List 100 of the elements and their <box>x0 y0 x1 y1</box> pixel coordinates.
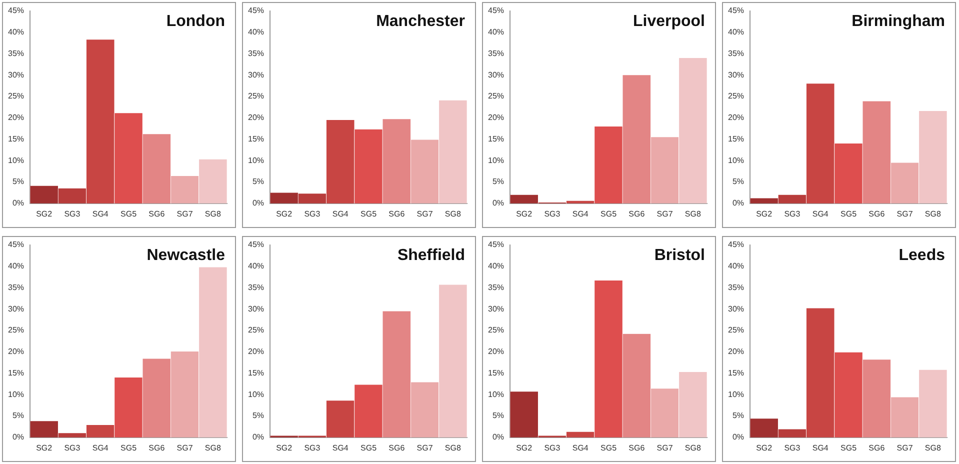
y-tick-label: 15% <box>488 368 504 378</box>
y-tick-label: 30% <box>728 70 744 80</box>
x-tick-label: SG6 <box>148 209 166 218</box>
y-tick-label: 35% <box>728 48 744 58</box>
y-tick-label: 45% <box>728 6 744 16</box>
y-tick-label: 40% <box>248 28 264 37</box>
x-tick-label: SG3 <box>304 443 321 452</box>
y-tick-label: 5% <box>492 411 504 420</box>
y-tick-label: 15% <box>488 134 504 144</box>
y-tick-label: 35% <box>488 48 504 58</box>
x-tick-label: SG7 <box>656 443 674 452</box>
x-tick-label: SG2 <box>756 209 773 218</box>
y-tick-label: 10% <box>8 156 24 165</box>
y-tick-label: 5% <box>12 177 24 186</box>
y-tick-label: 20% <box>8 347 24 356</box>
y-tick-label: 35% <box>248 282 264 292</box>
x-tick-label: SG6 <box>628 443 646 452</box>
y-tick-label: 40% <box>728 262 744 271</box>
y-tick-label: 5% <box>732 411 744 420</box>
x-tick-label: SG2 <box>516 209 533 218</box>
y-tick-label: 20% <box>728 113 744 122</box>
y-tick-label: 25% <box>488 326 504 335</box>
x-tick-label: SG5 <box>600 443 618 452</box>
x-tick-label: SG4 <box>572 209 589 218</box>
x-tick-label: SG6 <box>388 443 406 452</box>
y-tick-label: 35% <box>248 48 264 58</box>
x-tick-label: SG7 <box>176 443 194 452</box>
y-tick-label: 45% <box>8 6 24 16</box>
chart-title: Birmingham <box>852 13 945 31</box>
x-tick-label: SG7 <box>416 209 434 218</box>
chart-title: Newcastle <box>146 247 225 265</box>
x-tick-label: SG5 <box>840 443 858 452</box>
x-tick-label: SG5 <box>120 443 138 452</box>
x-tick-label: SG7 <box>656 209 674 218</box>
y-tick-label: 40% <box>488 28 504 37</box>
y-tick-label: 0% <box>492 432 504 442</box>
y-tick-label: 35% <box>728 282 744 292</box>
x-tick-label: SG7 <box>176 209 194 218</box>
y-tick-label: 10% <box>488 390 504 399</box>
y-tick-label: 30% <box>488 70 504 80</box>
y-tick-label: 10% <box>8 390 24 399</box>
x-tick-label: SG2 <box>276 443 293 452</box>
y-tick-label: 15% <box>8 368 24 378</box>
x-tick-label: SG6 <box>868 443 886 452</box>
x-tick-label: SG4 <box>92 209 109 218</box>
chart-title: Bristol <box>654 247 705 265</box>
y-tick-label: 30% <box>8 70 24 80</box>
y-tick-label: 20% <box>728 347 744 356</box>
y-tick-label: 25% <box>248 326 264 335</box>
y-tick-label: 30% <box>248 70 264 80</box>
x-tick-label: SG3 <box>544 209 561 218</box>
y-tick-label: 25% <box>8 92 24 101</box>
y-tick-label: 40% <box>488 262 504 271</box>
y-tick-label: 0% <box>252 198 264 208</box>
y-tick-label: 15% <box>8 134 24 144</box>
x-tick-label: SG2 <box>276 209 293 218</box>
x-tick-label: SG7 <box>896 443 914 452</box>
y-tick-label: 15% <box>248 368 264 378</box>
y-tick-label: 10% <box>248 390 264 399</box>
x-tick-label: SG2 <box>756 443 773 452</box>
y-tick-label: 25% <box>248 92 264 101</box>
y-tick-label: 10% <box>488 156 504 165</box>
x-tick-label: SG7 <box>896 209 914 218</box>
x-tick-label: SG4 <box>332 443 349 452</box>
y-tick-label: 30% <box>728 304 744 314</box>
y-tick-label: 30% <box>8 304 24 314</box>
y-tick-label: 15% <box>248 134 264 144</box>
y-tick-label: 45% <box>728 240 744 250</box>
x-tick-label: SG2 <box>516 443 533 452</box>
y-tick-label: 30% <box>248 304 264 314</box>
x-tick-label: SG5 <box>360 443 378 452</box>
y-tick-label: 0% <box>12 432 24 442</box>
y-tick-label: 10% <box>728 156 744 165</box>
x-tick-label: SG8 <box>204 443 222 452</box>
x-tick-label: SG4 <box>812 443 829 452</box>
y-tick-label: 5% <box>12 411 24 420</box>
y-tick-label: 45% <box>8 240 24 250</box>
x-tick-label: SG8 <box>924 443 942 452</box>
y-tick-label: 45% <box>488 6 504 16</box>
y-tick-label: 0% <box>12 198 24 208</box>
x-tick-label: SG8 <box>204 209 222 218</box>
x-tick-label: SG6 <box>628 209 646 218</box>
y-tick-label: 5% <box>732 177 744 186</box>
y-tick-label: 20% <box>8 113 24 122</box>
y-tick-label: 10% <box>728 390 744 399</box>
x-tick-label: SG2 <box>36 209 53 218</box>
x-tick-label: SG4 <box>812 209 829 218</box>
y-tick-label: 25% <box>728 326 744 335</box>
y-tick-label: 35% <box>488 282 504 292</box>
x-tick-label: SG6 <box>148 443 166 452</box>
y-tick-label: 45% <box>488 240 504 250</box>
chart-title: Sheffield <box>397 247 465 265</box>
x-tick-label: SG3 <box>544 443 561 452</box>
y-tick-label: 15% <box>728 368 744 378</box>
y-tick-label: 40% <box>8 28 24 37</box>
y-tick-label: 0% <box>732 432 744 442</box>
chart-title: Liverpool <box>632 13 705 31</box>
y-tick-label: 40% <box>8 262 24 271</box>
chart-title: Manchester <box>376 13 465 31</box>
x-tick-label: SG6 <box>388 209 406 218</box>
